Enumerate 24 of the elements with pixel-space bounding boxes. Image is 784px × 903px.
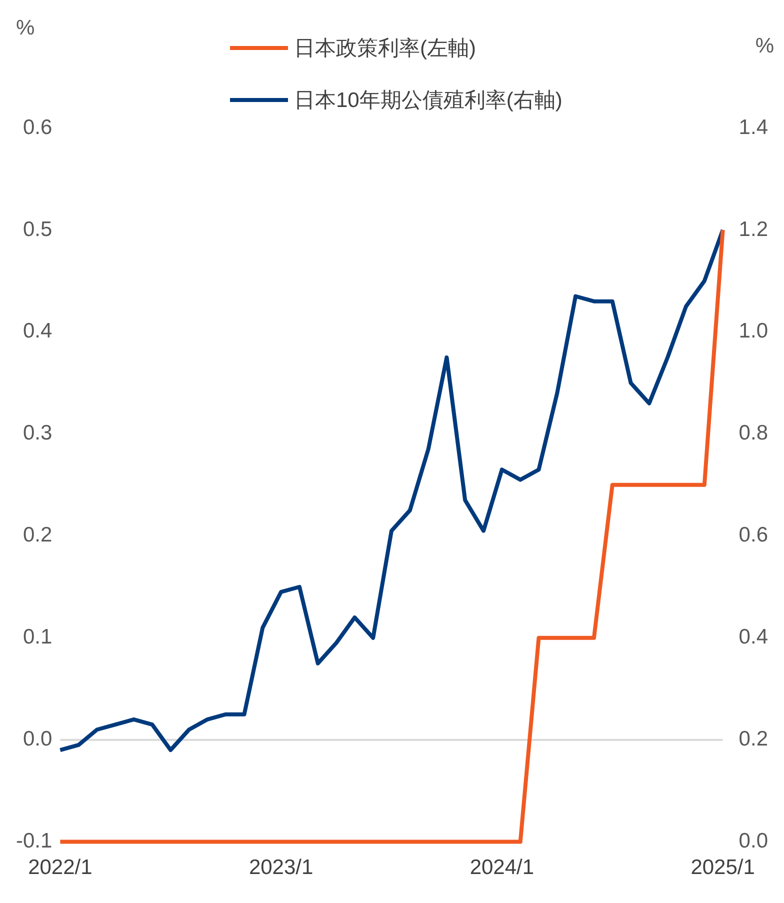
y2-axis-title: % [755, 34, 774, 58]
y-tick-label: 0.5 [22, 218, 52, 241]
legend-label: 日本政策利率(左軸) [294, 36, 476, 62]
y2-tick-label: 0.2 [738, 728, 768, 751]
y2-tick-label: 0.8 [738, 422, 768, 445]
y2-tick-label: 0.6 [738, 524, 768, 547]
y-tick-label: 0.3 [22, 422, 52, 445]
y2-tick-label: 1.2 [738, 218, 768, 241]
y2-tick-label: 1.0 [738, 320, 768, 343]
y-tick-label: 0.1 [22, 626, 52, 649]
y-axis-title: % [16, 16, 35, 40]
y2-tick-label: 1.4 [738, 116, 768, 139]
y-tick-label: 0.6 [22, 116, 52, 139]
x-tick-label: 2025/1 [690, 856, 755, 880]
x-tick-label: 2024/1 [470, 856, 534, 880]
y2-tick-label: 0.0 [738, 830, 768, 853]
y-tick-label: 0.4 [22, 320, 52, 343]
y2-tick-label: 0.4 [738, 626, 768, 649]
legend-label: 日本10年期公債殖利率(右軸) [294, 88, 562, 114]
x-tick-label: 2023/1 [248, 856, 314, 880]
y-tick-label: 0.2 [22, 524, 52, 547]
y-tick-label: 0.0 [22, 728, 52, 751]
y-tick-label: -0.1 [16, 830, 52, 853]
x-tick-label: 2022/1 [28, 856, 92, 880]
